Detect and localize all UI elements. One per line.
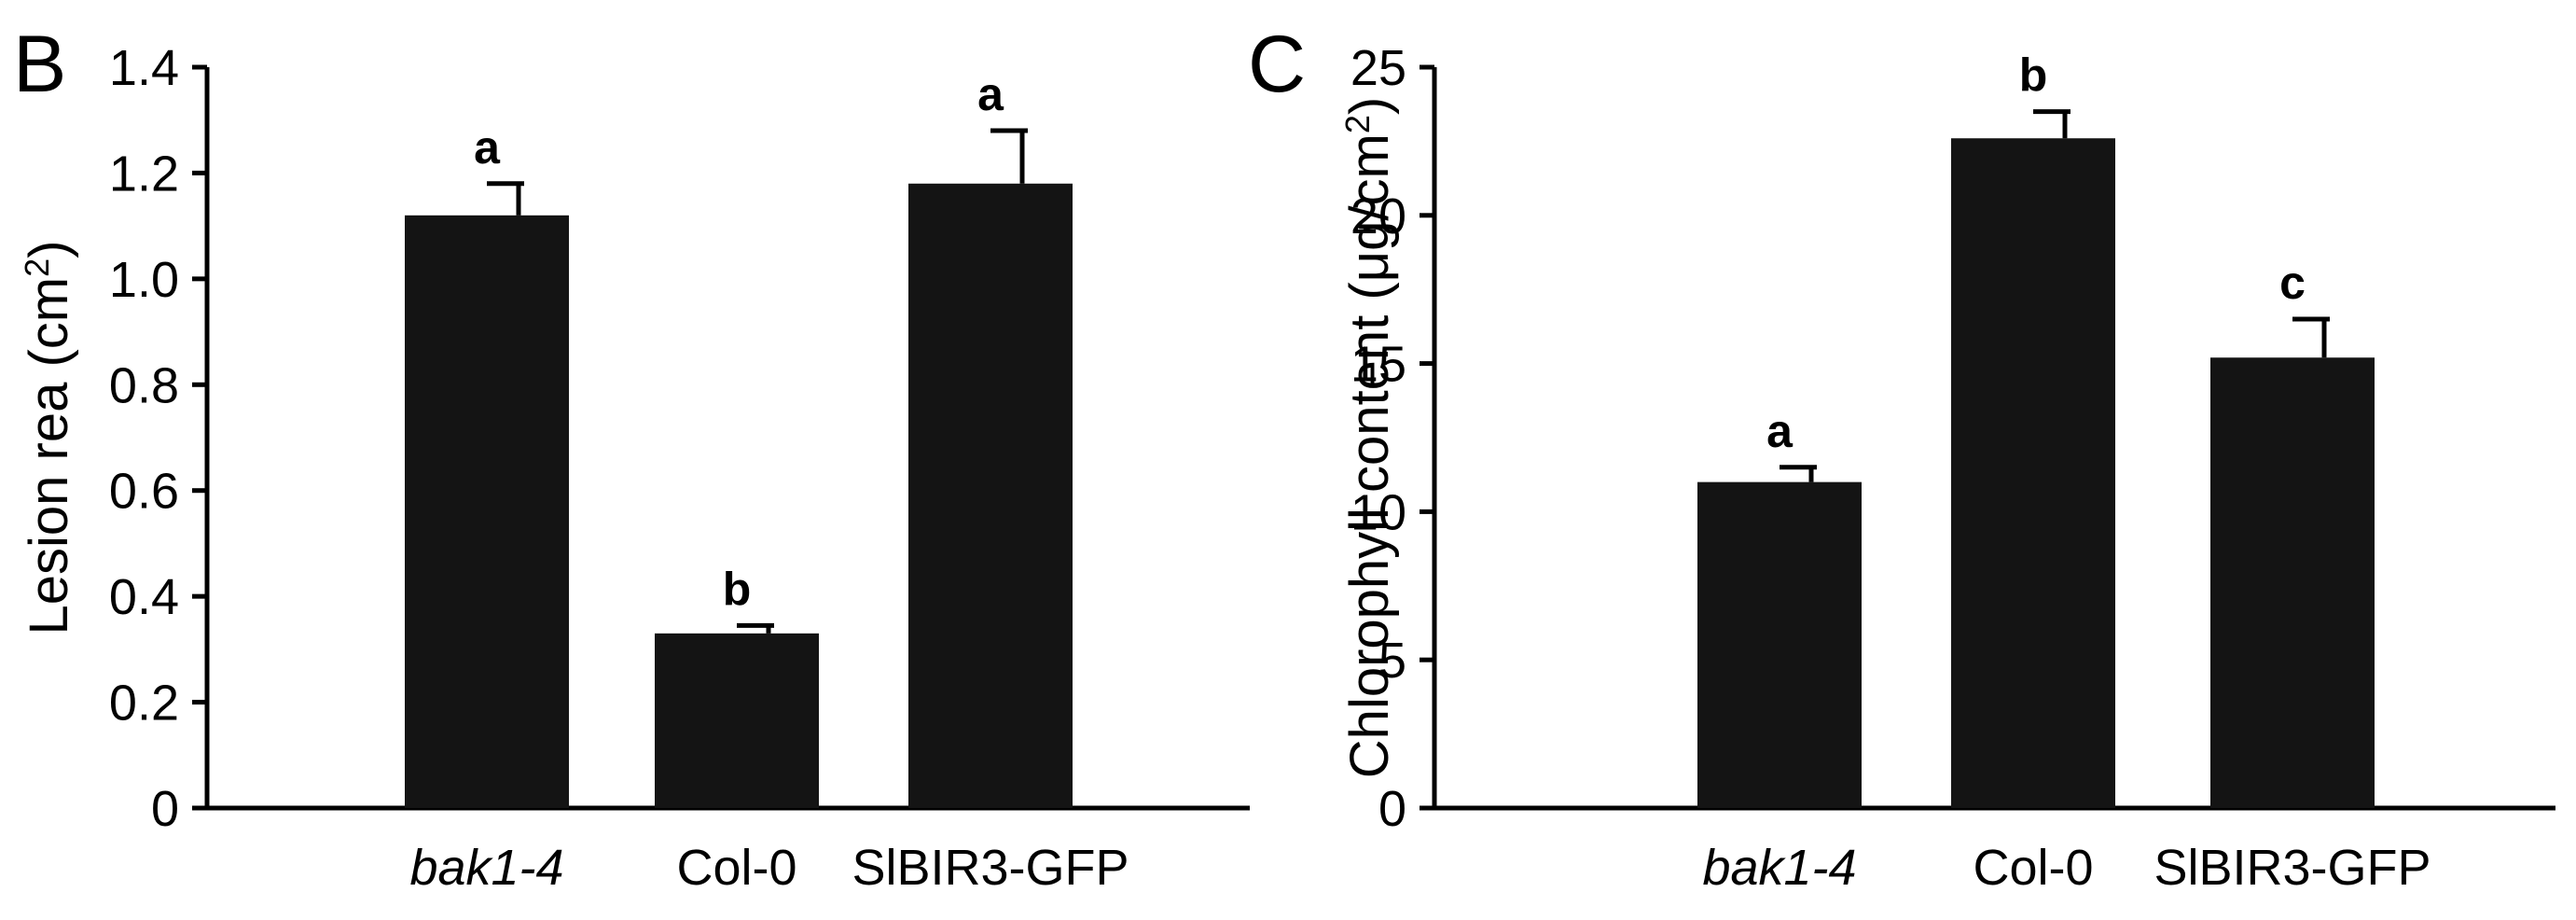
category-label: bak1-4 [1702, 840, 1856, 896]
y-axis-label: Chlorophyll content (μg/cm2) [1338, 97, 1401, 778]
bar-col-0 [655, 633, 819, 808]
category-label: SlBIR3-GFP [852, 840, 1129, 896]
y-tick-label: 0 [151, 781, 179, 837]
category-label: Col-0 [1973, 840, 2093, 896]
y-tick-label: 0 [1378, 781, 1406, 837]
y-tick-label: 5 [1378, 633, 1406, 689]
y-tick-label: 1.4 [109, 40, 179, 96]
y-tick-label: 0.8 [109, 357, 179, 413]
y-tick-label: 1.0 [109, 252, 179, 308]
significance-label: c [2279, 257, 2306, 309]
y-tick-label: 15 [1350, 337, 1406, 393]
bar-bak1-4 [405, 215, 569, 809]
y-tick-label: 0.6 [109, 464, 179, 520]
y-tick-label: 0.2 [109, 676, 179, 732]
significance-label: b [2019, 49, 2048, 102]
y-tick-label: 1.2 [109, 146, 179, 202]
bar-col-0 [1951, 138, 2115, 808]
significance-label: a [1766, 405, 1794, 457]
significance-label: b [723, 563, 752, 615]
category-label: SlBIR3-GFP [2154, 840, 2431, 896]
significance-label: a [474, 121, 501, 174]
y-tick-label: 20 [1350, 188, 1406, 244]
panel-letter: C [1248, 20, 1306, 109]
panel-letter: B [13, 20, 66, 109]
bar-slbir3-gfp [908, 183, 1073, 808]
significance-label: a [977, 68, 1004, 120]
category-label: bak1-4 [409, 840, 563, 896]
bar-bak1-4 [1697, 481, 1862, 808]
y-tick-label: 25 [1350, 40, 1406, 96]
category-label: Col-0 [676, 840, 796, 896]
y-tick-label: 0.4 [109, 569, 179, 625]
y-axis-label: Lesion rea (cm2) [18, 241, 80, 635]
chart-panel-b: B 0 0.2 0.4 0.6 0.8 1.0 1.2 1.4 Lesion rea (cm2) a… [13, 20, 1250, 896]
bar-slbir3-gfp [2210, 357, 2375, 808]
y-tick-label: 10 [1350, 484, 1406, 540]
